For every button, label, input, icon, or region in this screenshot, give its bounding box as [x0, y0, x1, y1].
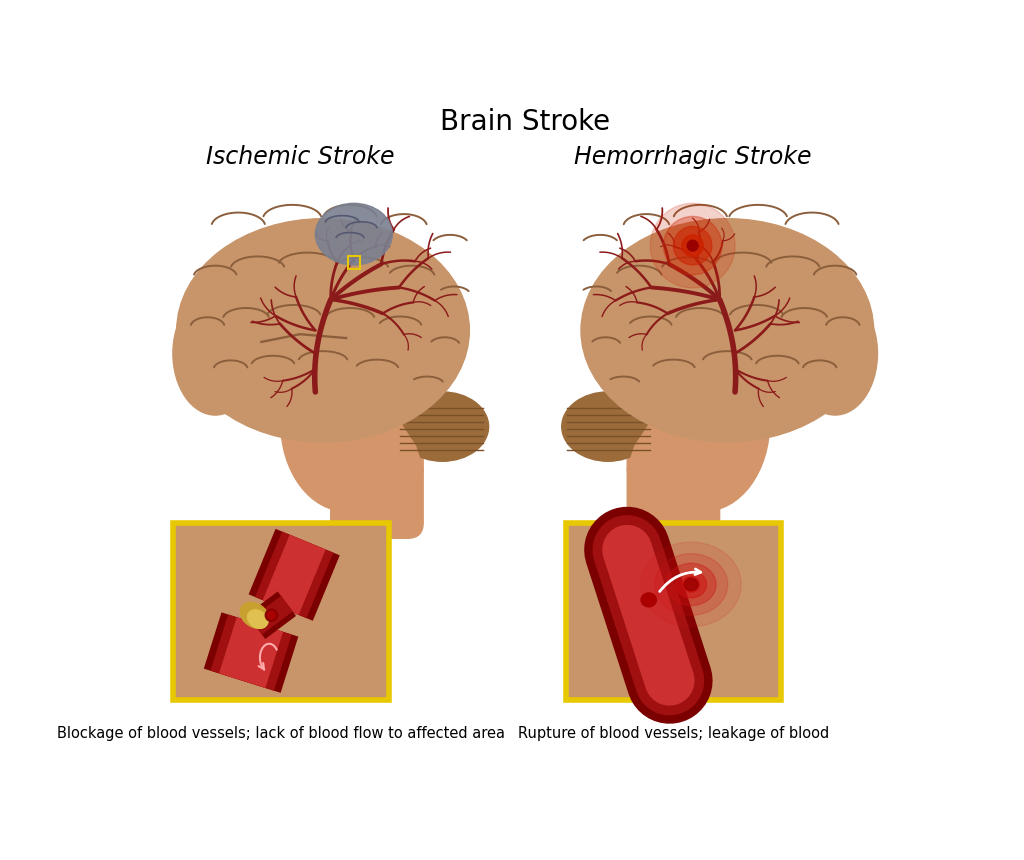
- Ellipse shape: [173, 292, 258, 415]
- Ellipse shape: [267, 611, 275, 619]
- Ellipse shape: [641, 542, 741, 627]
- Polygon shape: [628, 423, 674, 515]
- Ellipse shape: [177, 218, 469, 442]
- Ellipse shape: [687, 240, 698, 251]
- Ellipse shape: [664, 217, 722, 275]
- Ellipse shape: [793, 292, 878, 415]
- Text: Blockage of blood vessels; lack of blood flow to affected area: Blockage of blood vessels; lack of blood…: [56, 726, 505, 740]
- Ellipse shape: [265, 609, 278, 622]
- Ellipse shape: [241, 602, 268, 628]
- Ellipse shape: [396, 392, 488, 461]
- Text: Rupture of blood vessels; leakage of blood: Rupture of blood vessels; leakage of blo…: [518, 726, 829, 740]
- Ellipse shape: [666, 563, 716, 605]
- Polygon shape: [377, 423, 423, 515]
- Ellipse shape: [315, 203, 392, 265]
- Ellipse shape: [676, 571, 707, 598]
- FancyBboxPatch shape: [565, 523, 781, 700]
- Ellipse shape: [674, 226, 712, 265]
- Ellipse shape: [562, 392, 654, 461]
- FancyBboxPatch shape: [331, 369, 423, 538]
- Text: Hemorrhagic Stroke: Hemorrhagic Stroke: [573, 145, 811, 169]
- FancyBboxPatch shape: [173, 523, 388, 700]
- Ellipse shape: [248, 610, 267, 629]
- Ellipse shape: [581, 218, 873, 442]
- Ellipse shape: [281, 335, 412, 512]
- Ellipse shape: [683, 577, 699, 593]
- Ellipse shape: [639, 335, 770, 512]
- Ellipse shape: [641, 593, 656, 607]
- Ellipse shape: [682, 235, 703, 256]
- Ellipse shape: [684, 578, 698, 591]
- Ellipse shape: [650, 203, 735, 288]
- Ellipse shape: [654, 554, 728, 615]
- Text: Ischemic Stroke: Ischemic Stroke: [206, 145, 394, 169]
- Bar: [348, 256, 360, 269]
- FancyBboxPatch shape: [628, 369, 720, 538]
- Text: Brain Stroke: Brain Stroke: [439, 108, 610, 137]
